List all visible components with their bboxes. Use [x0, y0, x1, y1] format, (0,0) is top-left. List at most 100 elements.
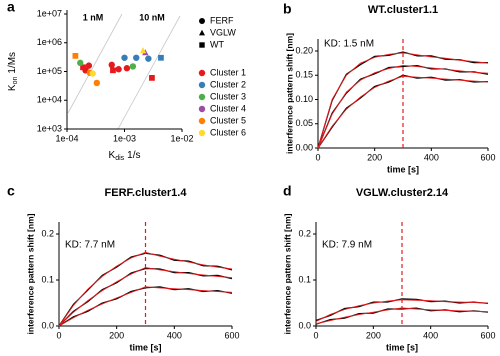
x-tick-label: 600 — [480, 330, 495, 340]
y-axis-label: interference pattern shift [nm] — [25, 213, 35, 334]
y-label-subscript: on — [12, 77, 19, 85]
x-tick-label: 0 — [313, 330, 318, 340]
x-tick-label: 400 — [423, 330, 438, 340]
x-tick-label: 1e-03 — [113, 133, 136, 143]
legend-swatch — [198, 117, 206, 125]
point — [129, 63, 137, 70]
x-tick-label: 0 — [315, 152, 320, 162]
x-label-symbol: K — [109, 150, 116, 161]
legend-marker — [199, 18, 205, 24]
x-tick-label: 200 — [366, 330, 381, 340]
y-tick-label: 0.2 — [41, 228, 54, 238]
point — [72, 52, 79, 59]
kd-guide-line — [67, 13, 123, 114]
measured-curve — [315, 298, 489, 322]
y-tick-label: 1e+06 — [37, 37, 62, 47]
chart-title: WT.cluster1.1 — [368, 4, 438, 16]
y-tick-label: 0.1 — [41, 274, 54, 284]
legend-label: Cluster 4 — [210, 103, 246, 113]
legend-label: FERF — [210, 15, 234, 25]
kd-annotation: KD: 7.7 nM — [65, 240, 115, 251]
y-tick-label: 0.1 — [298, 274, 311, 284]
point — [77, 59, 84, 67]
legend-swatch — [198, 105, 206, 113]
point — [149, 74, 155, 81]
y-tick-label: 1e+07 — [37, 8, 62, 18]
panel-letter: b — [283, 1, 292, 17]
y-tick-label: 0.0 — [298, 320, 311, 330]
legend-label: VGLW — [210, 27, 236, 37]
legend-swatch — [198, 69, 206, 77]
kd-guide-label: 10 nM — [139, 12, 165, 22]
kd-annotation: KD: 1.5 nM — [324, 39, 374, 50]
legend-label: WT — [210, 39, 224, 49]
chart-title: FERF.cluster1.4 — [105, 187, 188, 199]
y-tick-label: 0.2 — [298, 228, 311, 238]
kd-guide-line — [117, 15, 181, 130]
y-tick-label: 0.20 — [295, 45, 313, 55]
measured-curve — [58, 267, 233, 327]
y-axis-label: Kon 1/Ms — [7, 52, 20, 91]
point — [123, 65, 131, 72]
point — [121, 54, 128, 61]
point — [85, 62, 93, 69]
point — [110, 67, 116, 74]
y-tick-label: 1e+03 — [37, 123, 62, 133]
x-tick-label: 600 — [224, 330, 239, 340]
y-tick-label: 0.00 — [295, 142, 313, 152]
point — [93, 79, 101, 87]
legend-swatch — [198, 93, 206, 101]
x-tick-label: 400 — [424, 152, 439, 162]
y-tick-label: 0.15 — [295, 70, 313, 80]
panel-letter: d — [283, 183, 292, 199]
y-label-unit: 1/Ms — [7, 52, 18, 74]
y-tick-label: 0.10 — [295, 94, 313, 104]
x-axis-label: Kdis 1/s — [109, 150, 141, 163]
y-tick-label: 0.0 — [41, 320, 54, 330]
kd-annotation: KD: 7.9 nM — [322, 240, 372, 251]
x-tick-label: 1e-02 — [170, 133, 193, 143]
kd-guide-label: 1 nM — [83, 12, 104, 22]
x-tick-label: 0 — [56, 330, 61, 340]
legend-marker — [199, 29, 205, 36]
fit-curve — [317, 52, 489, 149]
legend-label: Cluster 5 — [210, 115, 246, 125]
panel-letter: c — [7, 183, 15, 199]
y-label-symbol: K — [7, 84, 18, 91]
point — [108, 61, 115, 69]
x-tick-label: 200 — [109, 330, 124, 340]
fit-curve — [317, 65, 489, 149]
x-axis-label: time [s] — [387, 164, 419, 174]
y-tick-label: 1e+04 — [37, 95, 62, 105]
x-tick-label: 1e-04 — [55, 133, 78, 143]
x-axis-label: time [s] — [129, 342, 161, 352]
point — [158, 54, 164, 61]
point — [145, 55, 152, 62]
y-axis-label: interference pattern shift [nm] — [284, 33, 294, 154]
y-tick-label: 1e+05 — [37, 66, 62, 76]
point — [133, 54, 140, 61]
chart-title: VGLW.cluster2.14 — [356, 187, 449, 199]
panel-letter: a — [7, 0, 15, 15]
legend-label: Cluster 1 — [210, 67, 246, 77]
y-axis-label: interference pattern shift [nm] — [282, 213, 292, 334]
x-tick-label: 400 — [167, 330, 182, 340]
x-axis-label: time [s] — [386, 342, 418, 352]
x-tick-label: 200 — [367, 152, 382, 162]
measured-curve — [317, 64, 489, 149]
point — [89, 70, 96, 77]
point — [115, 66, 122, 73]
legend-label: Cluster 3 — [210, 91, 246, 101]
legend-swatch — [198, 129, 206, 137]
legend-label: Cluster 6 — [210, 127, 246, 137]
x-label-subscript: dis — [115, 155, 124, 162]
x-tick-label: 600 — [480, 152, 495, 162]
point — [139, 47, 147, 54]
legend-label: Cluster 2 — [210, 79, 246, 89]
x-label-unit: 1/s — [127, 150, 140, 161]
legend-marker — [199, 42, 205, 48]
point — [80, 64, 86, 71]
legend-swatch — [198, 81, 206, 89]
